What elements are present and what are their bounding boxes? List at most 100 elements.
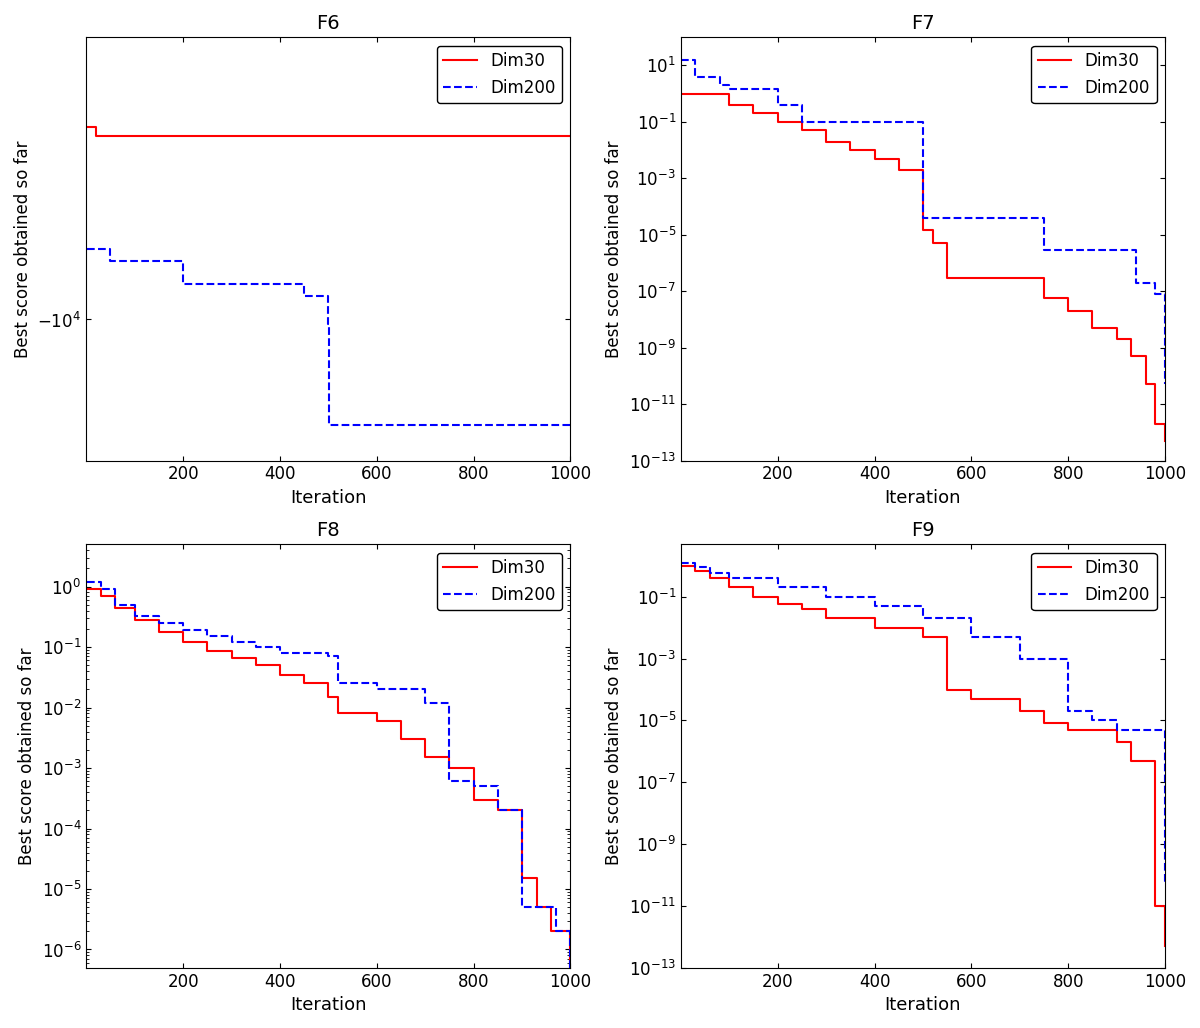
Dim30 (1061, 724, 1075, 736)
Dim30 (394, 714, 408, 727)
Dim30 (151, 625, 166, 637)
Dim30 (722, 99, 737, 111)
Dim200 (127, 598, 142, 611)
Line: Dim200: Dim200 (86, 249, 570, 426)
Legend: Dim30, Dim200: Dim30, Dim200 (1031, 45, 1157, 103)
Dim200 (1110, 244, 1124, 256)
Dim30 (698, 87, 713, 100)
Dim200 (79, 576, 94, 588)
Dim200 (200, 630, 215, 642)
Dim30 (925, 224, 940, 236)
Dim200 (467, 780, 481, 793)
Dim200 (322, 651, 336, 663)
Dim200 (176, 278, 191, 290)
Dim200 (1158, 378, 1172, 391)
Dim30 (89, 130, 103, 142)
Dim30 (108, 601, 122, 614)
Dim30 (722, 581, 737, 593)
Dim30 (1148, 755, 1163, 767)
Dim30 (844, 136, 858, 148)
Dim30 (746, 581, 761, 593)
Dim200 (200, 624, 215, 636)
Dim200 (151, 617, 166, 629)
Dim30 (544, 901, 558, 913)
Dim200 (1129, 244, 1144, 256)
Dim200 (534, 901, 548, 913)
Dim30 (103, 130, 118, 142)
Dim30 (916, 622, 930, 634)
Dim30 (103, 130, 118, 142)
Dim30 (94, 590, 108, 602)
Dim30 (1158, 940, 1172, 952)
Dim200 (674, 557, 689, 570)
Dim200 (322, 647, 336, 659)
Dim30 (1085, 724, 1099, 736)
Dim200 (916, 600, 930, 613)
Dim30 (418, 733, 432, 745)
Dim30 (200, 636, 215, 649)
Dim30 (1124, 736, 1139, 748)
Dim30 (224, 646, 239, 658)
Dim30 (1139, 378, 1153, 391)
Dim30 (1110, 736, 1124, 748)
Dim30 (563, 925, 577, 938)
Dim30 (770, 591, 785, 603)
Dim200 (703, 566, 718, 579)
Dim200 (418, 684, 432, 696)
Dim30 (916, 224, 930, 236)
Dim30 (248, 659, 263, 671)
Dim200 (722, 79, 737, 91)
Dim30 (1013, 693, 1027, 705)
Dim30 (892, 163, 906, 176)
Dim30 (940, 271, 954, 284)
Dim200 (688, 71, 702, 83)
Dim30 (1158, 900, 1172, 912)
Dim30 (108, 590, 122, 602)
Dim30 (1037, 271, 1051, 284)
Dim200 (370, 677, 384, 690)
Dim30 (688, 559, 702, 572)
Line: Dim30: Dim30 (86, 589, 570, 967)
Dim200 (103, 255, 118, 267)
X-axis label: Iteration: Iteration (290, 489, 367, 507)
Dim200 (818, 591, 833, 603)
Dim200 (127, 611, 142, 623)
Dim30 (1085, 305, 1099, 318)
Dim30 (1139, 755, 1153, 767)
Dim30 (1148, 378, 1163, 391)
Dim30 (1110, 333, 1124, 345)
Dim200 (1110, 714, 1124, 727)
Line: Dim30: Dim30 (86, 126, 570, 136)
Dim30 (770, 597, 785, 610)
Dim30 (331, 707, 346, 720)
Dim30 (698, 87, 713, 100)
Dim30 (746, 99, 761, 111)
Title: F8: F8 (317, 521, 340, 540)
Dim30 (1110, 322, 1124, 334)
Y-axis label: Best score obtained so far: Best score obtained so far (14, 140, 32, 358)
Dim200 (224, 636, 239, 649)
Dim30 (1085, 724, 1099, 736)
Dim30 (674, 87, 689, 100)
Line: Dim30: Dim30 (682, 565, 1165, 946)
Dim30 (296, 677, 311, 690)
Dim200 (296, 278, 311, 290)
Legend: Dim30, Dim200: Dim30, Dim200 (1031, 553, 1157, 611)
Dim30 (467, 794, 481, 806)
Dim30 (1139, 755, 1153, 767)
Dim30 (1061, 291, 1075, 303)
Dim200 (1148, 724, 1163, 736)
Dim30 (916, 163, 930, 176)
Dim200 (224, 630, 239, 642)
Dim200 (94, 576, 108, 588)
Dim200 (688, 557, 702, 570)
Dim30 (1061, 305, 1075, 318)
X-axis label: Iteration: Iteration (290, 996, 367, 1014)
Dim200 (770, 99, 785, 111)
Dim30 (722, 572, 737, 584)
Dim200 (296, 290, 311, 302)
Dim30 (176, 625, 191, 637)
Dim30 (370, 714, 384, 727)
Dim200 (151, 611, 166, 623)
X-axis label: Iteration: Iteration (884, 489, 961, 507)
